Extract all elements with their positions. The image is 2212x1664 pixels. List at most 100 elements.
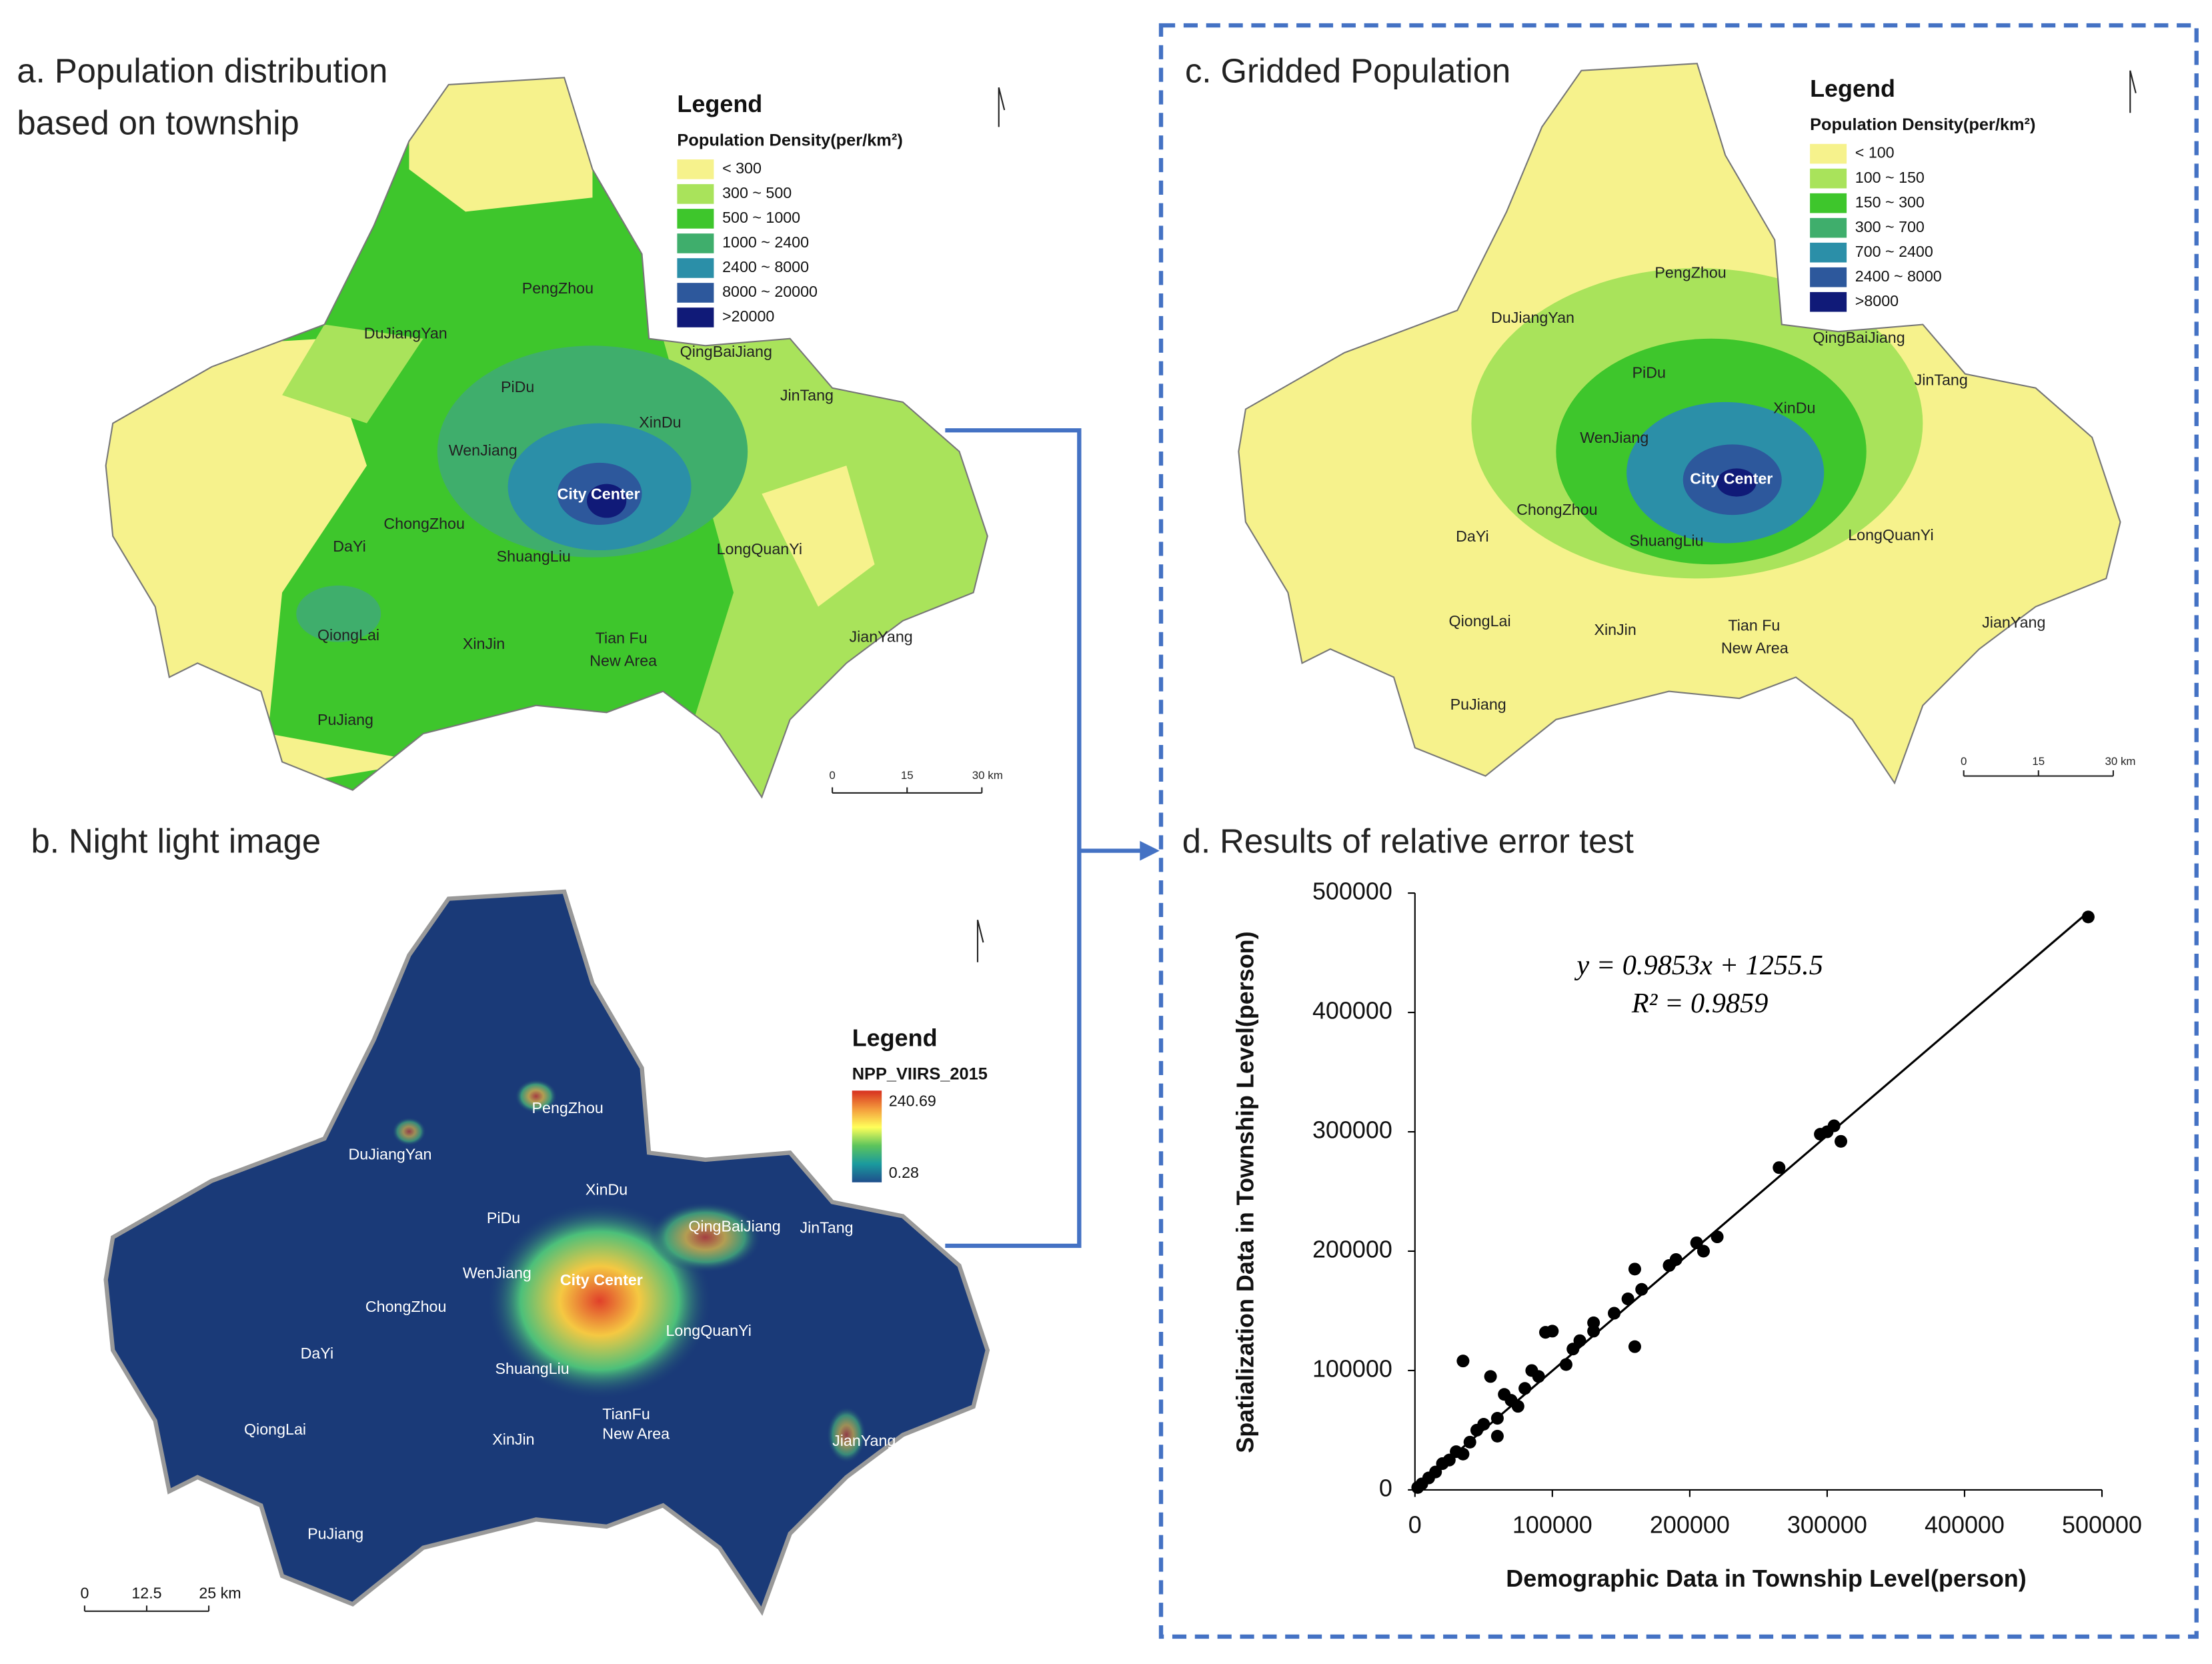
scale-bar (1963, 770, 2114, 777)
place-label: QiongLai (1449, 612, 1511, 630)
legend-swatch (1810, 193, 1847, 213)
data-point (1436, 1457, 1449, 1471)
panel-title: based on township (17, 104, 299, 142)
data-point (1834, 1134, 1848, 1148)
place-label: XinJin (463, 635, 505, 652)
panel-title: c. Gridded Population (1185, 51, 1510, 89)
place-label: LongQuanYi (1848, 526, 1933, 544)
legend-swatch (677, 184, 714, 204)
data-point (1525, 1364, 1538, 1377)
x-tick-label: 200000 (1650, 1511, 1730, 1538)
colorbar (852, 1090, 882, 1182)
legend-swatch (1810, 217, 1847, 238)
r-squared: R² = 0.9859 (1631, 988, 1769, 1019)
scale-label: 30 km (2105, 755, 2135, 768)
place-label: New Area (602, 1425, 670, 1443)
legend-label: 300 ~ 700 (1855, 218, 1925, 235)
place-label: WenJiang (449, 442, 517, 459)
y-tick-label: 400000 (1312, 997, 1392, 1024)
place-label: LongQuanYi (717, 540, 802, 558)
data-point (1773, 1161, 1786, 1174)
place-label: PuJiang (307, 1525, 363, 1543)
y-tick-label: 300000 (1312, 1116, 1392, 1144)
place-label: PiDu (501, 378, 534, 395)
place-label: XinDu (586, 1181, 628, 1198)
scale-label: 25 km (199, 1585, 241, 1602)
north-arrow (2129, 70, 2137, 113)
place-label: XinDu (1773, 399, 1815, 417)
x-tick-label: 100000 (1512, 1511, 1592, 1538)
place-label: WenJiang (1580, 429, 1648, 446)
legend-title: Legend (852, 1024, 938, 1052)
place-label: PengZhou (532, 1099, 604, 1116)
place-label: City Center (558, 486, 640, 503)
legend-subtitle: Population Density(per/km²) (1810, 115, 2035, 134)
place-label: PuJiang (1450, 696, 1506, 713)
place-label: QingBaiJiang (680, 343, 772, 360)
legend-label: 1000 ~ 2400 (722, 233, 809, 251)
legend-label: >8000 (1855, 292, 1899, 309)
x-tick-label: 500000 (2062, 1511, 2142, 1538)
data-point (1608, 1307, 1621, 1320)
place-label: QiongLai (317, 626, 379, 644)
place-label: DaYi (333, 538, 366, 555)
data-point (1470, 1423, 1484, 1437)
legend-label: < 300 (722, 159, 762, 177)
place-label: DuJiangYan (364, 325, 447, 342)
scale-label: 15 (2032, 755, 2045, 768)
scale-label: 12.5 (131, 1585, 161, 1602)
panel-title: a. Population distribution (17, 51, 387, 89)
connector (945, 428, 1082, 1249)
data-point (1621, 1293, 1634, 1306)
place-label: PengZhou (1654, 264, 1726, 281)
data-point (1456, 1355, 1470, 1368)
legend-subtitle: Population Density(per/km²) (677, 131, 902, 149)
place-label: DaYi (301, 1345, 334, 1362)
colorbar-label: 0.28 (889, 1164, 919, 1181)
place-label: New Area (1721, 639, 1789, 656)
data-point (1690, 1236, 1703, 1249)
data-point (1450, 1445, 1463, 1459)
x-axis-label: Demographic Data in Township Level(perso… (1506, 1565, 2026, 1592)
place-label: JinTang (1915, 371, 1968, 388)
legend-label: 2400 ~ 8000 (722, 258, 809, 275)
legend-title: Legend (677, 90, 762, 117)
y-tick-label: 500000 (1312, 878, 1392, 905)
panel-title: d. Results of relative error test (1182, 822, 1634, 860)
scale-bar (83, 1605, 210, 1612)
legend-swatch (1810, 143, 1847, 164)
legend-label: 2400 ~ 8000 (1855, 267, 1942, 285)
place-label: ShuangLiu (1629, 532, 1703, 549)
place-label: PiDu (1632, 364, 1666, 381)
arrow-head (1140, 840, 1160, 861)
legend-label: 500 ~ 1000 (722, 209, 800, 226)
legend-label: 8000 ~ 20000 (722, 283, 818, 300)
y-tick-label: 100000 (1312, 1355, 1392, 1382)
place-label: New Area (590, 652, 657, 669)
place-label: XinJin (492, 1431, 534, 1448)
place-label: Tian Fu (596, 629, 648, 646)
legend-label: 150 ~ 300 (1855, 193, 1925, 211)
place-label: ShuangLiu (495, 1360, 570, 1377)
data-point (1628, 1340, 1641, 1353)
place-label: JinTang (800, 1219, 853, 1236)
data-point (1490, 1429, 1504, 1443)
data-point (1411, 1481, 1424, 1494)
colorbar-label: 240.69 (889, 1092, 936, 1109)
panel-title: b. Night light image (31, 822, 321, 860)
data-point (1539, 1326, 1552, 1339)
legend-swatch (677, 258, 714, 278)
place-label: XinDu (639, 413, 681, 431)
legend-title: Legend (1810, 75, 1895, 102)
legend-swatch (677, 307, 714, 327)
data-point (2081, 910, 2095, 924)
legend-swatch (677, 283, 714, 303)
data-point (1566, 1343, 1580, 1356)
trendline-equation: y = 0.9853x + 1255.5 (1574, 950, 1823, 981)
place-label: PengZhou (522, 279, 594, 297)
legend-swatch (1810, 267, 1847, 287)
legend-swatch (1810, 291, 1847, 312)
legend-subtitle: NPP_VIIRS_2015 (852, 1065, 988, 1084)
legend-swatch (677, 233, 714, 253)
